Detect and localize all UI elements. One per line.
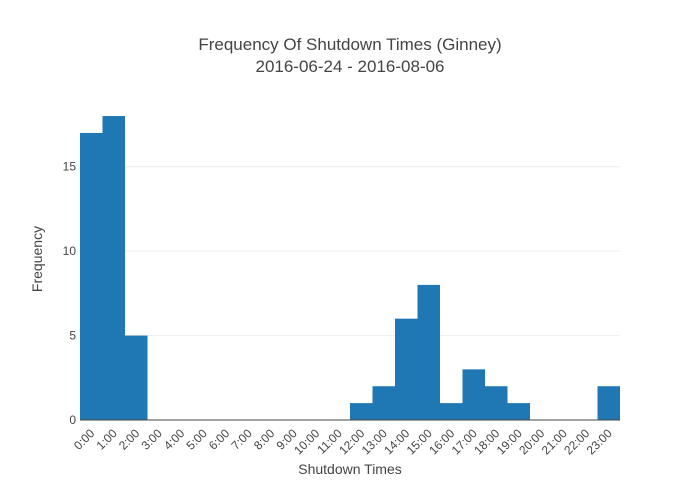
x-tick-label: 7:00 [228,426,255,453]
y-tick-label: 10 [63,244,77,258]
x-axis-title: Shutdown Times [298,461,402,477]
bar-1-00 [102,116,125,421]
bar-18-00 [485,386,508,420]
bar-19-00 [507,403,530,420]
y-axis-title: Frequency [29,226,45,292]
bar-13-00 [372,386,395,420]
x-tick-label: 23:00 [584,426,615,457]
x-tick-label: 10:00 [291,426,322,457]
bar-0-00 [80,132,103,420]
chart-title: Frequency Of Shutdown Times (Ginney) [198,35,501,54]
x-tick-label: 8:00 [251,426,278,453]
x-tick-label: 2:00 [116,426,143,453]
x-tick-labels: 0:001:002:003:004:005:006:007:008:009:00… [71,426,615,457]
bar-2-00 [125,335,148,420]
y-tick-label: 5 [69,329,76,343]
x-tick-label: 1:00 [93,426,120,453]
x-tick-label: 3:00 [138,426,165,453]
bar-17-00 [462,369,485,420]
bar-16-00 [440,403,463,420]
y-tick-labels: 0 5 10 15 [63,160,77,427]
chart-subtitle: 2016-06-24 - 2016-08-06 [255,57,444,76]
y-tick-label: 15 [63,160,77,174]
bar-23-00 [597,386,620,420]
y-gridlines [80,166,620,337]
bar-12-00 [350,403,373,420]
bars [80,116,620,421]
x-tick-label: 4:00 [161,426,188,453]
x-tick-label: 5:00 [183,426,210,453]
x-tick-label: 6:00 [206,426,233,453]
bar-15-00 [417,284,440,420]
y-tick-label: 0 [69,413,76,427]
bar-14-00 [395,318,418,420]
x-tick-label: 0:00 [71,426,98,453]
